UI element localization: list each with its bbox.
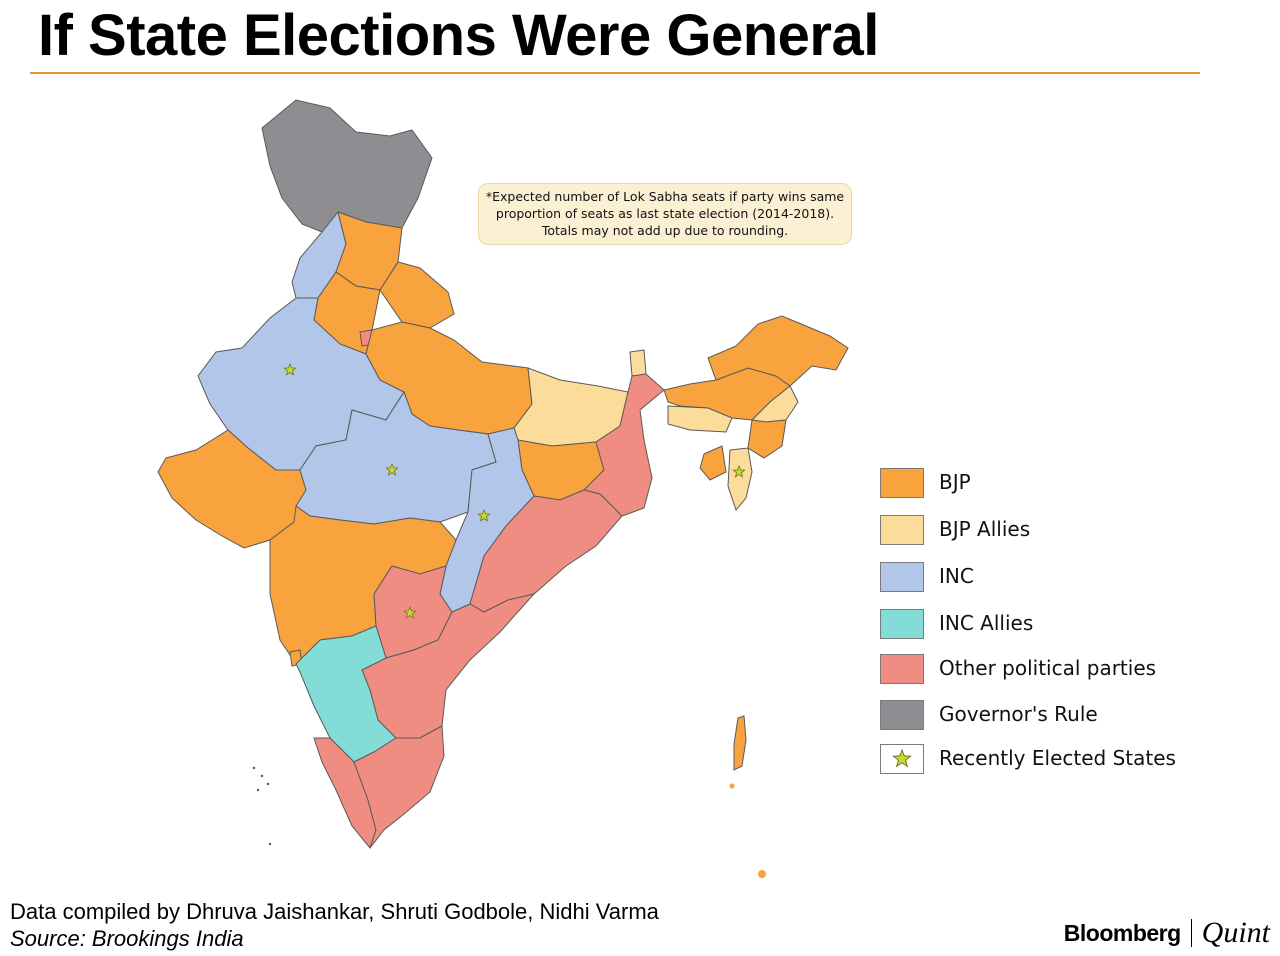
legend-label: Governor's Rule <box>939 702 1098 726</box>
star-icon <box>732 464 746 478</box>
credits: Data compiled by Dhruva Jaishankar, Shru… <box>10 898 659 952</box>
star-shape <box>732 464 746 478</box>
nicobar-island <box>758 870 766 878</box>
lakshadweep-island <box>266 782 270 786</box>
lakshadweep-island <box>252 766 256 770</box>
state-west-bengal[interactable] <box>583 373 665 517</box>
state-arunachal-pradesh[interactable] <box>707 315 849 387</box>
footnote-line-3: Totals may not add up due to rounding. <box>541 223 789 238</box>
india-map <box>157 99 849 878</box>
star-icon <box>403 605 417 619</box>
title-underline <box>30 72 1200 74</box>
footnote-box: *Expected number of Lok Sabha seats if p… <box>478 183 852 245</box>
brand-primary: Bloomberg <box>1063 919 1181 946</box>
star-icon <box>892 748 912 768</box>
andaman-islands <box>733 715 747 771</box>
brand-logo: Bloomberg Quint <box>1064 916 1270 950</box>
star-icon <box>283 362 297 376</box>
star-shape <box>403 605 417 619</box>
footnote-line-1: *Expected number of Lok Sabha seats if p… <box>485 189 845 204</box>
footnote-line-2: proportion of seats as last state electi… <box>495 206 835 221</box>
nicobar-island <box>729 783 735 789</box>
brand-divider <box>1190 919 1192 947</box>
star-shape <box>283 362 297 376</box>
legend-swatch <box>880 468 924 498</box>
legend-label: BJP Allies <box>939 517 1031 541</box>
legend-label: Other political parties <box>939 656 1157 680</box>
source-credit: Source: Brookings India <box>10 926 244 951</box>
state-mizoram[interactable] <box>727 447 753 512</box>
legend-swatch <box>880 562 924 592</box>
legend-swatch <box>880 515 924 545</box>
lakshadweep-island <box>268 842 272 846</box>
state-manipur[interactable] <box>747 419 787 459</box>
legend-label: Recently Elected States <box>939 746 1176 770</box>
state-uttarakhand[interactable] <box>379 261 455 329</box>
legend-swatch <box>880 654 924 684</box>
state-tripura[interactable] <box>699 445 727 481</box>
legend-label: INC <box>939 564 974 588</box>
state-tamil-nadu[interactable] <box>353 725 445 849</box>
star-icon <box>477 508 491 522</box>
lakshadweep-island <box>256 788 260 792</box>
state-meghalaya[interactable] <box>667 405 733 433</box>
legend-swatch <box>880 744 924 774</box>
state-sikkim[interactable] <box>629 349 647 377</box>
brand-secondary: Quint <box>1201 916 1270 949</box>
page-title: If State Elections Were General <box>38 3 879 68</box>
legend-swatch <box>880 609 924 639</box>
state-odisha[interactable] <box>469 489 623 613</box>
data-credit: Data compiled by Dhruva Jaishankar, Shru… <box>10 899 659 924</box>
star-shape <box>477 508 491 522</box>
legend-swatch <box>880 700 924 730</box>
legend-label: BJP <box>939 470 971 494</box>
legend-label: INC Allies <box>939 611 1034 635</box>
star-icon <box>385 462 399 476</box>
state-jammu-kashmir[interactable] <box>261 99 433 233</box>
star-shape <box>385 462 399 476</box>
lakshadweep-island <box>260 774 264 778</box>
